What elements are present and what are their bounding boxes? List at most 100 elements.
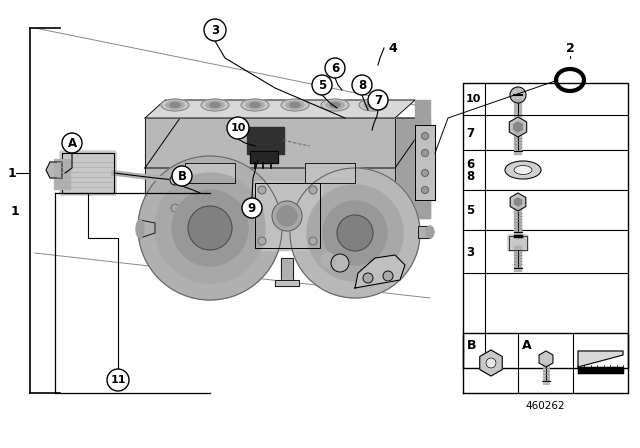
Circle shape xyxy=(341,204,349,212)
Polygon shape xyxy=(185,163,235,183)
Polygon shape xyxy=(539,351,553,367)
Circle shape xyxy=(422,169,429,177)
Ellipse shape xyxy=(161,99,189,111)
Ellipse shape xyxy=(170,103,180,108)
Ellipse shape xyxy=(359,99,387,111)
Ellipse shape xyxy=(241,99,269,111)
FancyBboxPatch shape xyxy=(275,280,299,286)
Ellipse shape xyxy=(210,103,220,108)
Circle shape xyxy=(309,186,317,194)
Polygon shape xyxy=(145,100,415,118)
Ellipse shape xyxy=(206,101,224,109)
Polygon shape xyxy=(46,162,62,178)
Text: 11: 11 xyxy=(110,375,125,385)
Circle shape xyxy=(331,254,349,272)
Circle shape xyxy=(107,369,129,391)
Text: A: A xyxy=(522,339,532,352)
Ellipse shape xyxy=(272,201,302,231)
Ellipse shape xyxy=(514,165,532,175)
Circle shape xyxy=(422,186,429,194)
Text: 7: 7 xyxy=(466,126,474,139)
Circle shape xyxy=(204,19,226,41)
FancyBboxPatch shape xyxy=(253,181,322,250)
Circle shape xyxy=(323,201,387,265)
Circle shape xyxy=(422,150,429,156)
Circle shape xyxy=(172,166,192,186)
Ellipse shape xyxy=(250,103,260,108)
Polygon shape xyxy=(514,122,522,132)
Circle shape xyxy=(312,75,332,95)
Text: 9: 9 xyxy=(248,202,256,215)
Text: 6: 6 xyxy=(466,158,474,171)
Circle shape xyxy=(510,87,526,103)
Circle shape xyxy=(258,186,266,194)
Circle shape xyxy=(307,185,403,281)
Ellipse shape xyxy=(368,103,378,108)
Ellipse shape xyxy=(166,101,184,109)
Text: 8: 8 xyxy=(358,78,366,91)
Ellipse shape xyxy=(277,206,297,226)
FancyBboxPatch shape xyxy=(415,125,435,200)
Ellipse shape xyxy=(281,99,309,111)
Text: 3: 3 xyxy=(466,246,474,258)
Circle shape xyxy=(422,133,429,139)
Text: B: B xyxy=(467,339,477,352)
Circle shape xyxy=(188,206,232,250)
Polygon shape xyxy=(480,350,502,376)
Text: 6: 6 xyxy=(331,61,339,74)
Polygon shape xyxy=(509,117,527,137)
Polygon shape xyxy=(305,163,355,183)
Text: 8: 8 xyxy=(466,169,474,182)
Circle shape xyxy=(62,133,82,153)
Ellipse shape xyxy=(426,226,434,238)
Circle shape xyxy=(325,58,345,78)
Circle shape xyxy=(155,173,265,283)
Polygon shape xyxy=(578,367,623,373)
Ellipse shape xyxy=(321,99,349,111)
Text: 460262: 460262 xyxy=(525,401,565,411)
Circle shape xyxy=(337,215,373,251)
Circle shape xyxy=(291,204,299,212)
Circle shape xyxy=(138,156,282,300)
Polygon shape xyxy=(578,351,623,367)
Ellipse shape xyxy=(505,161,541,179)
Polygon shape xyxy=(395,118,430,218)
Circle shape xyxy=(321,253,335,267)
Circle shape xyxy=(170,175,180,185)
Polygon shape xyxy=(140,220,155,238)
Text: A: A xyxy=(67,137,77,150)
Text: 10: 10 xyxy=(466,94,481,104)
Text: 1: 1 xyxy=(8,167,17,180)
Ellipse shape xyxy=(201,99,229,111)
FancyBboxPatch shape xyxy=(54,159,70,189)
Text: 2: 2 xyxy=(566,42,574,55)
Circle shape xyxy=(242,198,262,218)
Circle shape xyxy=(290,168,420,298)
Polygon shape xyxy=(355,255,405,288)
Circle shape xyxy=(258,237,266,245)
Circle shape xyxy=(352,75,372,95)
Ellipse shape xyxy=(136,220,144,238)
Circle shape xyxy=(309,237,317,245)
Polygon shape xyxy=(418,226,430,238)
Text: B: B xyxy=(177,169,186,182)
Circle shape xyxy=(368,90,388,110)
Ellipse shape xyxy=(290,103,300,108)
Text: 10: 10 xyxy=(230,123,246,133)
Circle shape xyxy=(172,190,248,266)
Circle shape xyxy=(486,358,496,368)
Text: 1: 1 xyxy=(11,204,19,217)
Polygon shape xyxy=(145,118,430,168)
Circle shape xyxy=(221,204,229,212)
FancyBboxPatch shape xyxy=(250,151,278,163)
FancyBboxPatch shape xyxy=(281,258,293,283)
Ellipse shape xyxy=(330,103,340,108)
Text: 7: 7 xyxy=(374,94,382,107)
Ellipse shape xyxy=(364,101,382,109)
Polygon shape xyxy=(415,100,430,218)
FancyBboxPatch shape xyxy=(247,127,284,154)
Circle shape xyxy=(383,271,393,281)
Circle shape xyxy=(171,204,179,212)
Polygon shape xyxy=(145,118,395,218)
Text: 4: 4 xyxy=(388,42,397,55)
